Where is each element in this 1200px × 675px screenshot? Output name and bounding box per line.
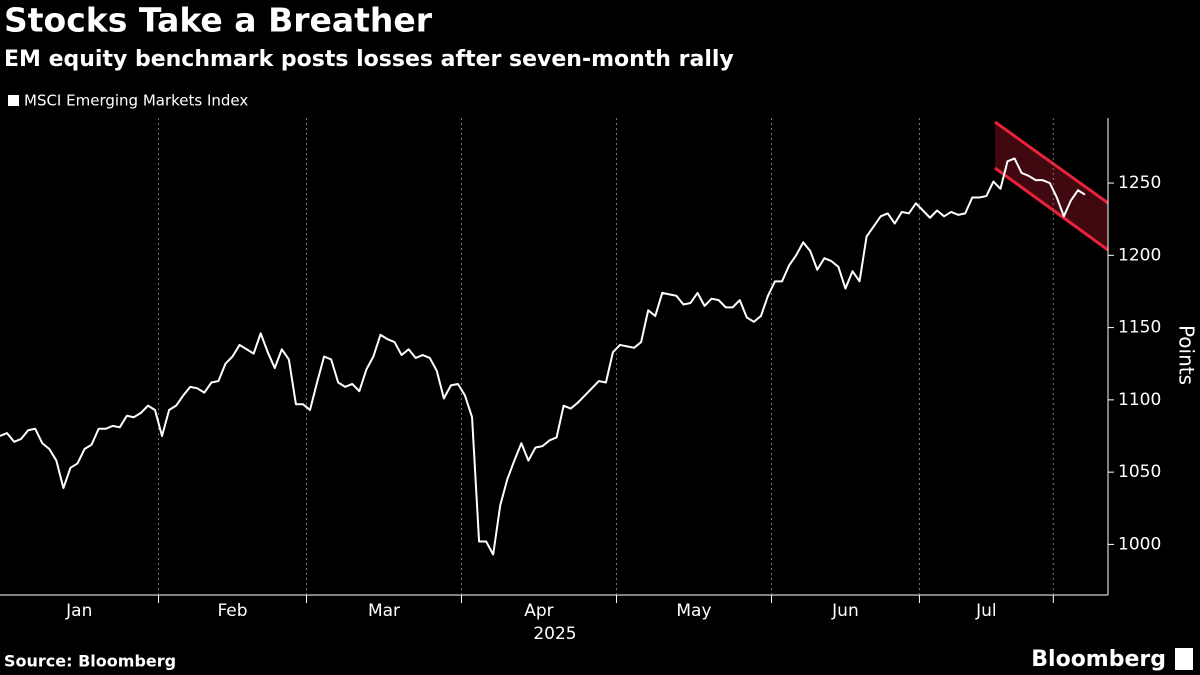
y-axis-label: Points	[1175, 325, 1199, 385]
y-tick-label: 1050	[1118, 462, 1161, 482]
x-tick-label: Jan	[65, 601, 92, 621]
y-tick-label: 1100	[1118, 390, 1161, 410]
series-line	[0, 157, 1086, 556]
y-tick-label: 1000	[1118, 534, 1161, 554]
y-tick-label: 1200	[1118, 245, 1161, 265]
y-tick-label: 1150	[1118, 318, 1161, 338]
y-tick-label: 1250	[1118, 173, 1161, 193]
x-axis-label: 2025	[533, 624, 576, 644]
channel-upper	[994, 120, 1109, 205]
x-tick-label: Apr	[524, 601, 553, 621]
chart-subtitle: EM equity benchmark posts losses after s…	[4, 47, 734, 72]
logo: Bloomberg	[1031, 647, 1166, 672]
legend-swatch	[8, 95, 19, 106]
x-tick-label: Feb	[217, 601, 247, 621]
logo-icon	[1175, 648, 1193, 670]
x-tick-label: Jul	[975, 601, 997, 621]
source: Source: Bloomberg	[4, 652, 176, 671]
x-tick-label: Mar	[368, 601, 400, 621]
legend-label: MSCI Emerging Markets Index	[24, 92, 248, 110]
x-tick-label: May	[676, 601, 711, 621]
chart-title: Stocks Take a Breather	[4, 1, 433, 40]
channel-lower	[994, 166, 1109, 252]
x-tick-label: Jun	[831, 601, 859, 621]
